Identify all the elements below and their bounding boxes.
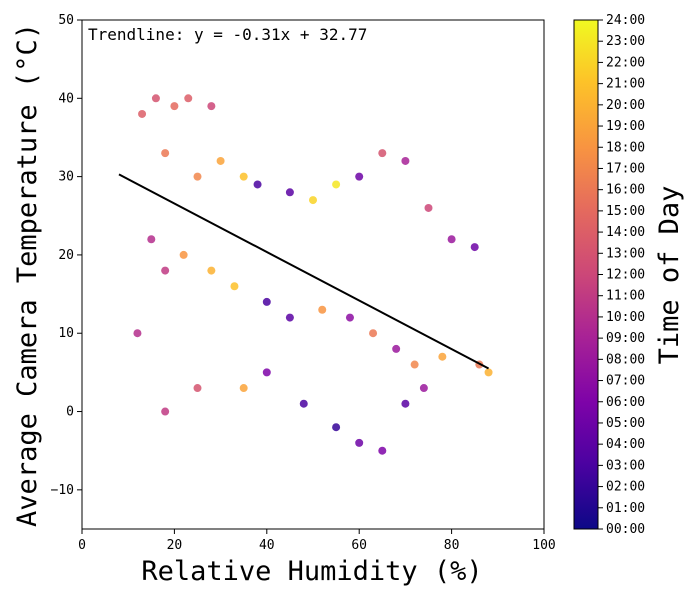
data-point (151, 94, 160, 103)
data-point (299, 399, 308, 408)
data-point (230, 282, 239, 291)
data-point (378, 149, 387, 158)
x-axis-label: Relative Humidity (%) (141, 556, 482, 587)
colorbar-ticks: 00:00 01:00 02:00 03:00 04:00 05:00 06:00 07:00… (598, 13, 645, 537)
data-point (161, 266, 170, 275)
y-tick-label: 50 (58, 13, 74, 28)
colorbar-tick-label: 22:00 (606, 55, 645, 70)
colorbar-tick-label: 19:00 (606, 119, 645, 134)
data-point (207, 266, 216, 275)
data-point (332, 423, 341, 432)
data-points (133, 94, 493, 455)
x-tick-label: 40 (259, 538, 275, 553)
data-point (419, 384, 428, 393)
colorbar-tick-label: 05:00 (606, 416, 645, 431)
x-tick-label: 0 (78, 538, 86, 553)
data-point (184, 94, 193, 103)
data-point (138, 109, 147, 118)
colorbar-tick-label: 21:00 (606, 77, 645, 92)
x-tick-label: 60 (351, 538, 367, 553)
data-point (355, 172, 364, 181)
x-tick-label: 80 (444, 538, 460, 553)
data-point (179, 250, 188, 259)
y-tick-label: 30 (58, 170, 74, 185)
data-point (470, 243, 479, 252)
data-point (355, 438, 364, 447)
data-point (161, 149, 170, 158)
data-point (378, 446, 387, 455)
y-tick-label: 40 (58, 91, 74, 106)
y-tick-label: 20 (58, 248, 74, 263)
data-point (285, 188, 294, 197)
data-point (401, 399, 410, 408)
colorbar-tick-label: 15:00 (606, 204, 645, 219)
y-tick-label: −10 (51, 483, 74, 498)
colorbar-tick-label: 14:00 (606, 225, 645, 240)
y-axis-label: Average Camera Temperature (°C) (12, 23, 43, 527)
data-point (193, 384, 202, 393)
data-point (424, 203, 433, 212)
data-point (369, 329, 378, 338)
trendline (118, 173, 490, 370)
trendline-annotation: Trendline: y = -0.31x + 32.77 (88, 25, 367, 44)
data-point (147, 235, 156, 244)
y-tick-label: 10 (58, 326, 74, 341)
colorbar (573, 19, 599, 530)
data-point (309, 196, 317, 205)
x-axis: 0 20 40 60 80 100 (78, 529, 556, 553)
colorbar-tick-label: 02:00 (606, 480, 645, 495)
colorbar-tick-label: 23:00 (606, 34, 645, 49)
colorbar-tick-label: 08:00 (606, 352, 645, 367)
colorbar-tick-label: 20:00 (606, 98, 645, 113)
colorbar-tick-label: 03:00 (606, 458, 645, 473)
colorbar-tick-label: 01:00 (606, 501, 645, 516)
data-point (438, 352, 447, 361)
data-point (193, 172, 202, 181)
colorbar-tick-label: 11:00 (606, 289, 645, 304)
colorbar-tick-label: 18:00 (606, 140, 645, 155)
colorbar-tick-label: 24:00 (606, 13, 645, 28)
data-point (410, 360, 419, 369)
data-point (345, 313, 354, 322)
data-point (392, 344, 401, 353)
data-point (262, 297, 271, 306)
data-point (239, 384, 248, 393)
colorbar-tick-label: 07:00 (606, 374, 645, 389)
colorbar-tick-label: 06:00 (606, 395, 645, 410)
colorbar-tick-label: 00:00 (606, 522, 645, 537)
colorbar-tick-label: 16:00 (606, 183, 645, 198)
plot-frame (81, 19, 545, 530)
data-point (447, 235, 456, 244)
data-point (216, 156, 225, 165)
data-point (332, 180, 341, 189)
data-point (207, 102, 216, 111)
y-tick-label: 0 (66, 405, 74, 420)
data-point (253, 180, 262, 189)
data-point (133, 329, 142, 338)
data-point (161, 407, 170, 416)
colorbar-tick-label: 10:00 (606, 310, 645, 325)
data-point (170, 102, 179, 111)
colorbar-tick-label: 04:00 (606, 437, 645, 452)
y-axis: −10 0 10 20 30 40 50 (51, 13, 82, 498)
data-point (318, 305, 327, 314)
x-tick-label: 20 (167, 538, 183, 553)
data-point (285, 313, 294, 322)
colorbar-tick-label: 17:00 (606, 161, 645, 176)
data-point (239, 172, 248, 181)
data-point (401, 156, 410, 165)
colorbar-tick-label: 12:00 (606, 268, 645, 283)
colorbar-tick-label: 09:00 (606, 331, 645, 346)
colorbar-label: Time of Day (654, 186, 685, 365)
data-point (262, 368, 271, 377)
data-point (484, 368, 493, 377)
colorbar-tick-label: 13:00 (606, 246, 645, 261)
x-tick-label: 100 (532, 538, 555, 553)
